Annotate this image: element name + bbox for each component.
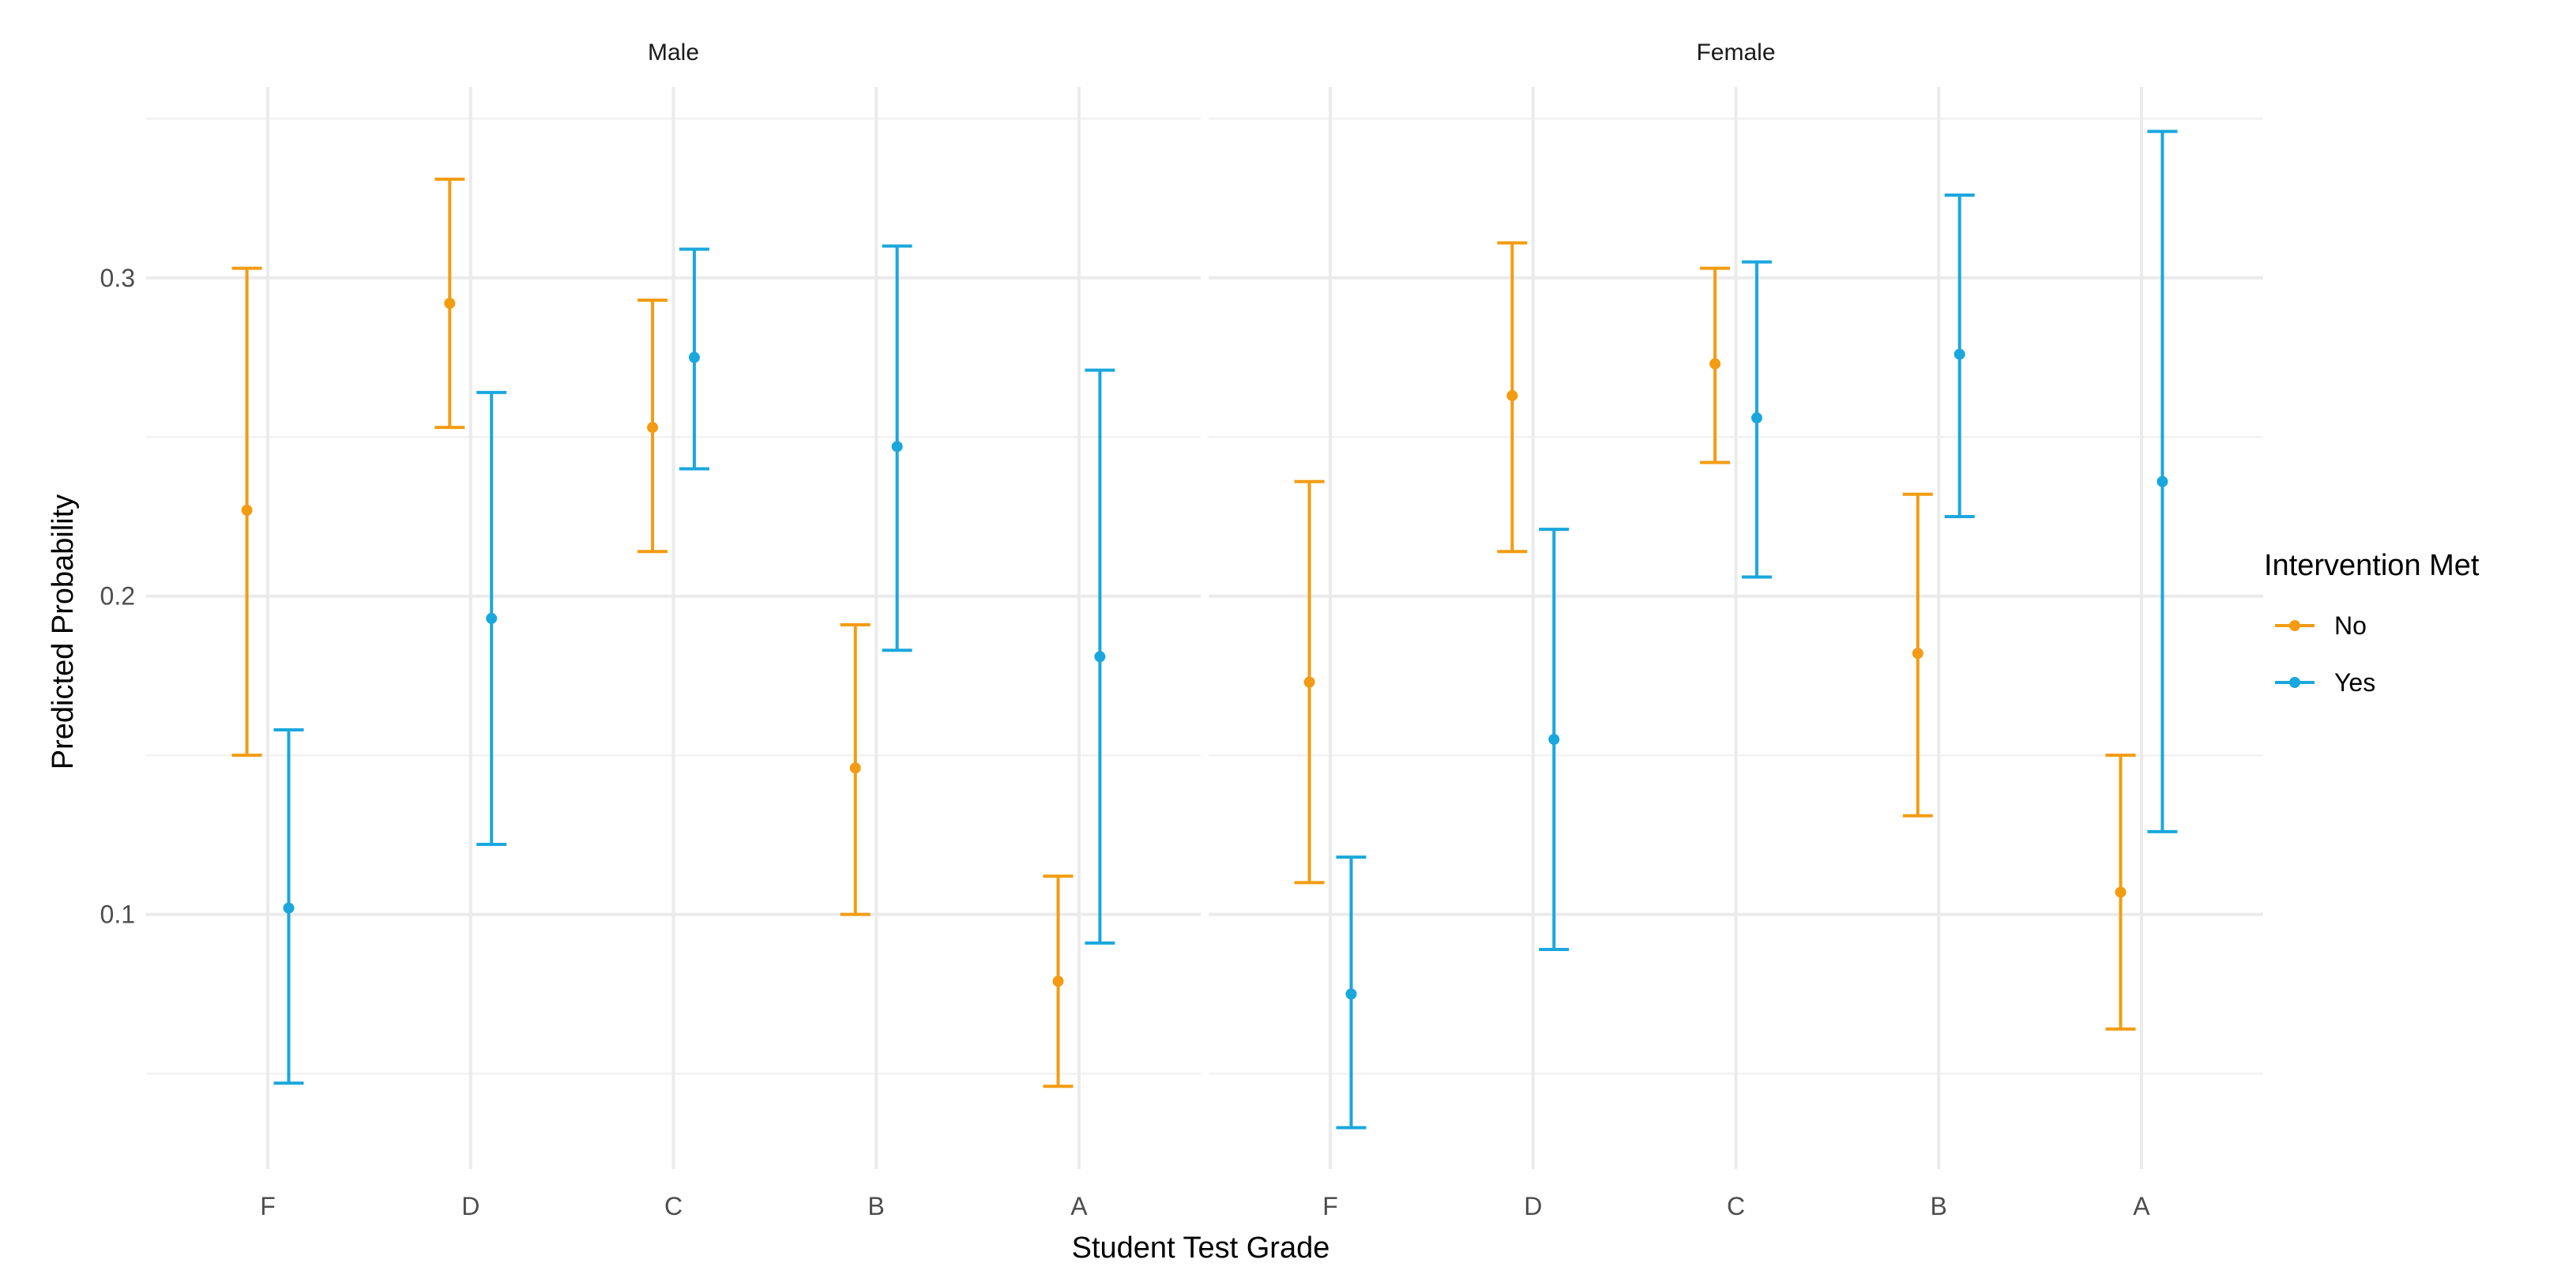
point-yes-F bbox=[283, 902, 295, 914]
legend: Intervention Met No Yes bbox=[2264, 549, 2480, 697]
x-tick-label: B bbox=[1931, 1192, 1947, 1220]
series-yes bbox=[1336, 130, 2178, 1130]
legend-title: Intervention Met bbox=[2264, 549, 2480, 582]
x-tick-label: F bbox=[260, 1192, 276, 1220]
point-no-A bbox=[1052, 976, 1064, 987]
point-no-F bbox=[1303, 676, 1315, 688]
y-axis-title: Predicted Probability bbox=[47, 494, 80, 770]
series-no bbox=[1294, 241, 2136, 1031]
facet-label: Female bbox=[1696, 39, 1775, 66]
y-tick-label: 0.2 bbox=[100, 582, 135, 611]
facet-label: Male bbox=[648, 39, 699, 66]
x-tick-label: C bbox=[1727, 1192, 1745, 1220]
point-yes-F bbox=[1345, 988, 1357, 1000]
panel-male: Male 0.1 0.2 0.3 F D C B A bbox=[100, 39, 1201, 1220]
y-tick-label: 0.3 bbox=[100, 264, 135, 292]
series-yes bbox=[273, 244, 1115, 1085]
legend-label-no: No bbox=[2334, 611, 2367, 640]
point-no-B bbox=[1912, 648, 1924, 660]
point-no-B bbox=[849, 762, 861, 774]
point-no-C bbox=[1709, 358, 1721, 370]
point-yes-D bbox=[1548, 734, 1560, 746]
point-yes-A bbox=[1094, 651, 1106, 663]
y-tick-label: 0.1 bbox=[100, 900, 135, 929]
x-tick-label: D bbox=[461, 1192, 479, 1220]
point-no-F bbox=[241, 504, 253, 516]
point-yes-C bbox=[688, 352, 700, 363]
point-no-D bbox=[1506, 389, 1518, 401]
x-tick-label: D bbox=[1524, 1192, 1542, 1220]
x-tick-label: A bbox=[1070, 1192, 1088, 1220]
point-yes-B bbox=[1954, 348, 1965, 360]
point-no-C bbox=[647, 422, 659, 434]
series-no bbox=[231, 177, 1074, 1088]
x-tick-label: F bbox=[1322, 1192, 1338, 1220]
legend-label-yes: Yes bbox=[2334, 668, 2375, 697]
point-no-A bbox=[2115, 886, 2127, 898]
point-no-D bbox=[444, 298, 456, 309]
x-tick-label: A bbox=[2133, 1192, 2150, 1220]
panel-female: Female F D C B A bbox=[1209, 39, 2263, 1220]
point-yes-D bbox=[486, 612, 498, 624]
legend-key-point bbox=[2289, 677, 2300, 688]
x-tick-label: C bbox=[664, 1192, 683, 1220]
panels-layer: Male 0.1 0.2 0.3 F D C B A Female F D C B A bbox=[100, 39, 2263, 1220]
x-tick-label: B bbox=[868, 1192, 885, 1220]
point-yes-A bbox=[2157, 476, 2168, 487]
x-axis-title: Student Test Grade bbox=[1072, 1231, 1330, 1265]
point-yes-B bbox=[891, 441, 903, 453]
point-yes-C bbox=[1751, 412, 1762, 424]
legend-key-point bbox=[2289, 620, 2300, 631]
